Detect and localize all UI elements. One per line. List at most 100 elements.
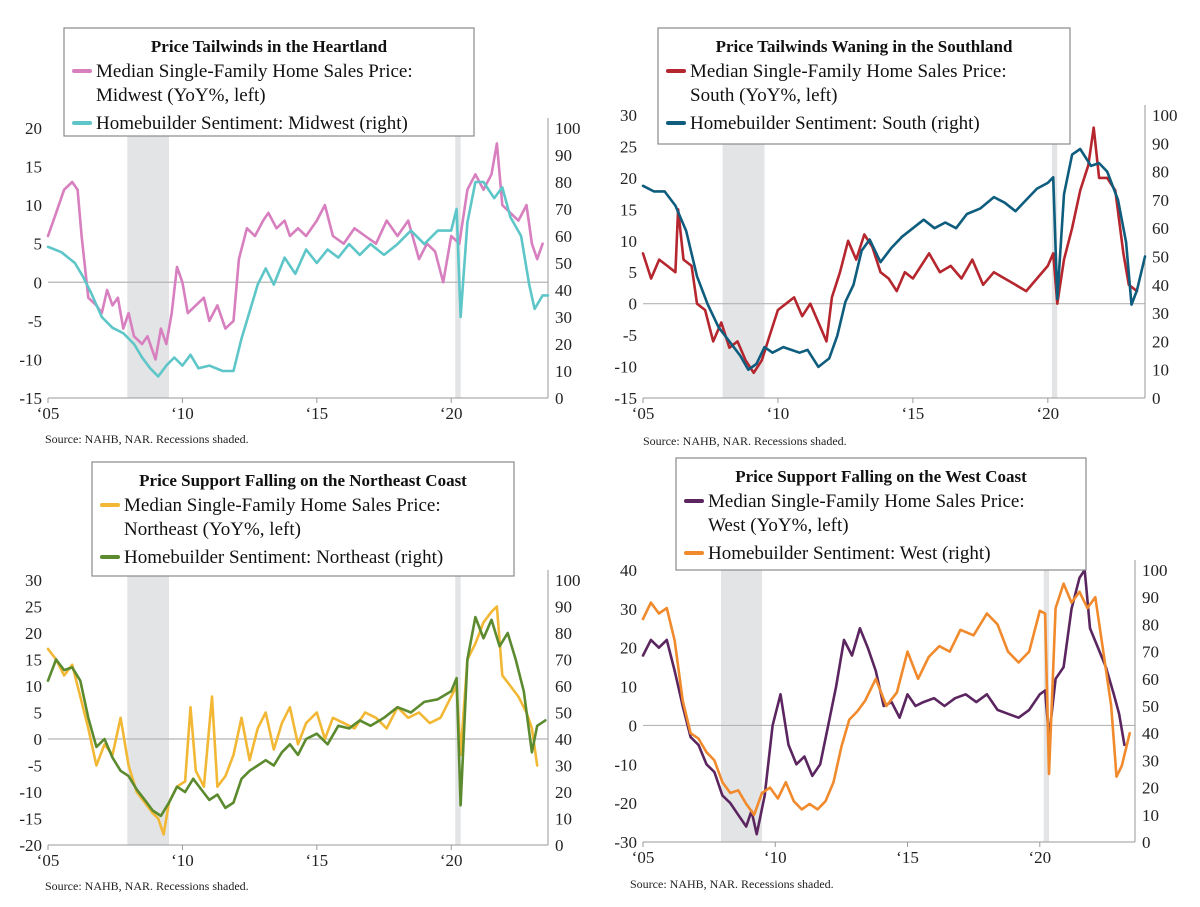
- west-right-tick-label: 20: [1142, 779, 1159, 798]
- west-source-note: Source: NAHB, NAR. Recessions shaded.: [630, 877, 834, 891]
- west-series-line-price: [641, 568, 1126, 836]
- midwest-left-tick-label: 0: [34, 273, 43, 292]
- south-right-tick-label: 10: [1152, 361, 1169, 380]
- midwest-right-tick-label: 70: [555, 200, 572, 219]
- northeast-left-tick-label: 10: [25, 677, 42, 696]
- west-left-tick-label: -10: [614, 755, 637, 774]
- northeast-x-tick-label: ‘20: [440, 851, 463, 870]
- northeast-right-tick-label: 30: [555, 757, 572, 776]
- south-right-tick-label: 40: [1152, 276, 1169, 295]
- west-right-tick-label: 80: [1142, 615, 1159, 634]
- northeast-right-tick-label: 20: [555, 783, 572, 802]
- midwest-x-tick-label: ‘20: [440, 404, 463, 423]
- south-series-line-price: [641, 126, 1139, 375]
- midwest-left-tick-label: 5: [34, 235, 43, 254]
- northeast-left-tick-label: 5: [34, 704, 43, 723]
- northeast-right-tick-label: 70: [555, 651, 572, 670]
- midwest-legend-label: Homebuilder Sentiment: Midwest (right): [96, 113, 408, 134]
- northeast-right-tick-label: 10: [555, 810, 572, 829]
- west-x-tick-label: ‘20: [1028, 848, 1051, 867]
- midwest-x-tick-label: ‘10: [171, 404, 194, 423]
- south-x-tick-label: ‘15: [902, 404, 925, 423]
- midwest-right-tick-label: 0: [555, 389, 564, 408]
- west-legend-label: Homebuilder Sentiment: West (right): [708, 543, 991, 564]
- west-x-tick-label: ‘15: [896, 848, 919, 867]
- west-x-tick-label: ‘05: [632, 848, 655, 867]
- south-left-tick-label: 20: [620, 169, 637, 188]
- midwest-x-tick-label: ‘05: [37, 404, 60, 423]
- midwest-right-tick-label: 40: [555, 281, 572, 300]
- northeast-left-tick-label: -10: [19, 783, 42, 802]
- south-right-tick-label: 80: [1152, 163, 1169, 182]
- midwest-recession-band-0: [127, 118, 169, 398]
- midwest-right-tick-label: 50: [555, 254, 572, 273]
- midwest-chart-title: Price Tailwinds in the Heartland: [151, 37, 388, 56]
- south-right-tick-label: 20: [1152, 332, 1169, 351]
- midwest-x-tick-label: ‘15: [305, 404, 328, 423]
- south-left-tick-label: 25: [620, 137, 637, 156]
- midwest-right-tick-label: 80: [555, 173, 572, 192]
- midwest-left-tick-label: 20: [25, 119, 42, 138]
- midwest-source-note: Source: NAHB, NAR. Recessions shaded.: [45, 432, 249, 446]
- midwest-right-tick-label: 10: [555, 362, 572, 381]
- west-legend-box: [675, 457, 1087, 571]
- south-right-tick-label: 0: [1152, 389, 1161, 408]
- northeast-left-tick-label: 30: [25, 571, 42, 590]
- south-left-tick-label: -10: [614, 358, 637, 377]
- south-left-tick-label: 0: [629, 295, 638, 314]
- northeast-left-tick-label: 0: [34, 730, 43, 749]
- northeast-legend-box: [91, 461, 515, 577]
- northeast-left-tick-label: -20: [19, 836, 42, 855]
- west-left-tick-label: 20: [620, 639, 637, 658]
- chart-panel-west: ‘05 ‘10 ‘15 ‘20 -30 -20 -10 0 10 20 30 40 0 10 20 30 40 5…: [600, 452, 1200, 907]
- midwest-right-tick-label: 60: [555, 227, 572, 246]
- northeast-left-tick-label: 20: [25, 624, 42, 643]
- northeast-right-tick-label: 80: [555, 624, 572, 643]
- midwest-legend-label: Midwest (YoY%, left): [96, 85, 266, 106]
- west-left-tick-label: 10: [620, 678, 637, 697]
- south-left-tick-label: 5: [629, 263, 638, 282]
- northeast-right-tick-label: 60: [555, 677, 572, 696]
- northeast-series-line-sentiment: [46, 615, 547, 818]
- south-chart: ‘05 ‘10 ‘15 ‘20 -15 -10 -5 0 5 10 15 20 25 30 0 10 20 30 4…: [614, 27, 1178, 448]
- midwest-right-tick-label: 100: [555, 119, 581, 138]
- midwest-series-line-price: [46, 142, 544, 361]
- west-right-tick-label: 0: [1142, 833, 1151, 852]
- northeast-left-tick-label: -15: [19, 810, 42, 829]
- west-chart-title: Price Support Falling on the West Coast: [735, 467, 1027, 486]
- west-right-tick-label: 50: [1142, 697, 1159, 716]
- northeast-legend-label: Median Single-Family Home Sales Price:: [124, 495, 441, 516]
- west-x-tick-label: ‘10: [764, 848, 787, 867]
- northeast-source-note: Source: NAHB, NAR. Recessions shaded.: [45, 879, 249, 893]
- west-left-tick-label: -30: [614, 833, 637, 852]
- west-right-tick-label: 40: [1142, 724, 1159, 743]
- chart-panel-northeast: ‘05 ‘10 ‘15 ‘20 -20 -15 -10 -5 0 5 10 15 20 25 30 0 10 20…: [0, 452, 600, 907]
- west-left-tick-label: 40: [620, 561, 637, 580]
- south-right-tick-label: 60: [1152, 219, 1169, 238]
- northeast-left-tick-label: 15: [25, 651, 42, 670]
- northeast-legend-label: Homebuilder Sentiment: Northeast (right): [124, 547, 443, 568]
- south-left-tick-label: 10: [620, 232, 637, 251]
- south-legend-label: Median Single-Family Home Sales Price:: [690, 61, 1007, 82]
- midwest-legend-box: [63, 27, 475, 137]
- south-source-note: Source: NAHB, NAR. Recessions shaded.: [643, 434, 847, 448]
- west-left-tick-label: 30: [620, 600, 637, 619]
- south-x-tick-label: ‘05: [632, 404, 655, 423]
- south-right-tick-label: 30: [1152, 304, 1169, 323]
- midwest-right-tick-label: 90: [555, 146, 572, 165]
- midwest-chart: ‘05 ‘10 ‘15 ‘20 -15 -10 -5 0 5 10 15 20 0 10 20 30 40 50 6…: [19, 27, 581, 446]
- midwest-left-tick-label: -10: [19, 350, 42, 369]
- west-left-tick-label: 0: [629, 716, 638, 735]
- northeast-x-tick-label: ‘15: [305, 851, 328, 870]
- west-legend-label: Median Single-Family Home Sales Price:: [708, 491, 1025, 512]
- south-legend-label: Homebuilder Sentiment: South (right): [690, 113, 980, 134]
- west-right-tick-label: 90: [1142, 588, 1159, 607]
- northeast-recession-band-0: [127, 570, 169, 845]
- midwest-left-tick-label: -5: [28, 312, 42, 331]
- south-recession-band-0: [722, 105, 765, 398]
- south-right-tick-label: 90: [1152, 134, 1169, 153]
- chart-panel-south: ‘05 ‘10 ‘15 ‘20 -15 -10 -5 0 5 10 15 20 25 30 0 10 20 30 4…: [600, 0, 1200, 452]
- south-left-tick-label: 15: [620, 200, 637, 219]
- west-left-tick-label: -20: [614, 794, 637, 813]
- south-left-tick-label: -5: [623, 326, 637, 345]
